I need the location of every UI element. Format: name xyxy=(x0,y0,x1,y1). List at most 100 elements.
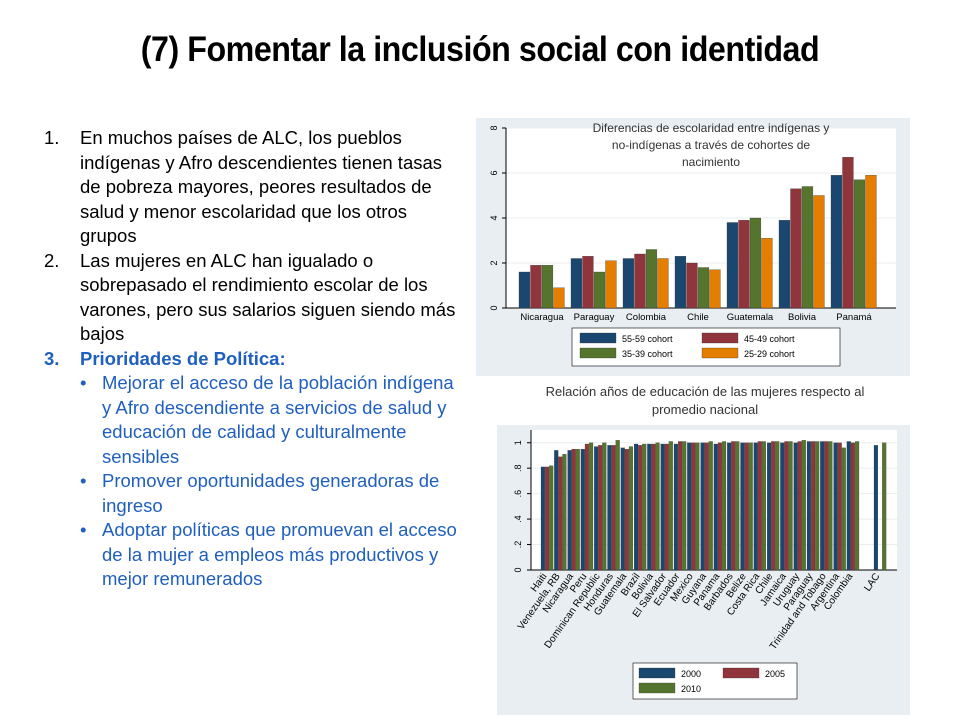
bar xyxy=(790,188,802,309)
bar xyxy=(713,443,718,571)
bar xyxy=(620,447,625,571)
bullet-dot-icon: • xyxy=(80,470,87,491)
bar xyxy=(673,443,678,571)
point-1-number: 1. xyxy=(44,127,60,148)
bar xyxy=(775,441,780,571)
bar xyxy=(853,179,866,309)
legend-swatch xyxy=(638,667,676,679)
chart-1-title-line: Diferencias de escolaridad entre indígen… xyxy=(593,121,830,135)
bar xyxy=(740,442,745,571)
x-tick-label: Panamá xyxy=(836,312,872,323)
bar xyxy=(813,195,825,309)
point-3: 3. Prioridades de Política: xyxy=(44,347,464,372)
bar xyxy=(882,442,887,571)
policy-text: Mejorar el acceso de la población indíge… xyxy=(102,372,454,467)
bar xyxy=(830,175,843,309)
bar xyxy=(709,269,721,309)
chart-1-title: Diferencias de escolaridad entre indígen… xyxy=(593,121,830,169)
bar xyxy=(530,265,542,309)
bar xyxy=(828,441,833,571)
bar xyxy=(833,442,838,571)
bar xyxy=(651,443,656,571)
bar xyxy=(580,448,585,571)
y-tick-label: 0 xyxy=(489,305,499,310)
policy-text: Adoptar políticas que promuevan el acces… xyxy=(102,519,457,589)
bar xyxy=(801,186,814,309)
chart-1-svg: 0 2 4 6 8 Nicaragua Paraguay Colombia Chile Guate… xyxy=(489,121,896,367)
bar xyxy=(518,271,531,309)
bar xyxy=(611,445,616,571)
legend-label: 2000 xyxy=(681,669,701,679)
x-tick-label: Guatemala xyxy=(727,312,774,323)
bar xyxy=(657,258,669,309)
point-1-text: En muchos países de ALC, los pueblos ind… xyxy=(80,127,443,246)
bar xyxy=(594,446,599,571)
chart-1-title-line: no-indígenas a través de cohortes de xyxy=(612,138,810,152)
legend-label: 35-39 cohort xyxy=(622,349,673,359)
bar xyxy=(704,442,709,571)
bar xyxy=(628,446,633,571)
bar xyxy=(811,441,816,571)
bar xyxy=(544,466,550,571)
y-tick-label: 1 xyxy=(513,440,523,445)
bar xyxy=(695,442,700,571)
bar xyxy=(738,220,750,309)
bar xyxy=(771,441,776,571)
bar xyxy=(841,447,846,571)
bar xyxy=(638,445,643,571)
bar xyxy=(744,442,749,571)
x-tick-label: Bolivia xyxy=(788,312,817,323)
bar xyxy=(708,441,713,571)
bar xyxy=(735,441,740,571)
bar xyxy=(797,441,802,571)
bar xyxy=(575,448,580,571)
bar xyxy=(697,267,710,309)
bar xyxy=(753,442,758,571)
bar xyxy=(780,442,785,571)
x-tick-label: Colombia xyxy=(626,312,667,323)
legend-label: 2005 xyxy=(765,669,785,679)
bar xyxy=(850,442,855,571)
bar xyxy=(865,175,877,309)
bar xyxy=(588,442,594,571)
bullet-dot-icon: • xyxy=(80,372,87,393)
bar xyxy=(726,222,739,309)
bar xyxy=(540,466,545,571)
bar xyxy=(678,441,683,571)
legend-label: 25-29 cohort xyxy=(744,349,795,359)
bar xyxy=(767,442,772,571)
bar xyxy=(687,442,692,571)
y-tick-label: 8 xyxy=(489,125,499,130)
bar xyxy=(727,442,732,571)
legend-swatch xyxy=(579,332,617,344)
bar xyxy=(549,465,554,571)
bar xyxy=(801,440,806,571)
bar xyxy=(558,456,563,571)
y-tick-label: 4 xyxy=(489,215,499,220)
bar xyxy=(598,445,603,571)
bar xyxy=(749,217,762,309)
policy-text: Promover oportunidades generadoras de in… xyxy=(102,470,440,516)
policy-item: • Mejorar el acceso de la población indíg… xyxy=(80,371,464,469)
legend-swatch xyxy=(579,347,617,359)
bar xyxy=(602,442,607,571)
policy-item: • Adoptar políticas que promuevan el acce… xyxy=(80,518,464,592)
bar xyxy=(615,440,620,571)
y-tick-label: 2 xyxy=(489,260,499,265)
bar xyxy=(806,441,811,571)
legend-swatch xyxy=(638,682,676,694)
bar xyxy=(793,442,798,571)
bar xyxy=(660,443,665,571)
bar xyxy=(761,238,773,309)
point-2-text: Las mujeres en ALC han igualado o sobrep… xyxy=(80,249,456,345)
point-2-number: 2. xyxy=(44,249,60,271)
bar xyxy=(554,450,559,571)
x-tick-label: Chile xyxy=(687,312,709,323)
bar xyxy=(855,441,860,571)
x-tick-label: Paraguay xyxy=(574,312,615,323)
point-3-text: Prioridades de Política: xyxy=(80,347,286,369)
y-tick-label: 0 xyxy=(513,567,523,572)
bar xyxy=(837,442,842,571)
bar xyxy=(784,441,789,571)
